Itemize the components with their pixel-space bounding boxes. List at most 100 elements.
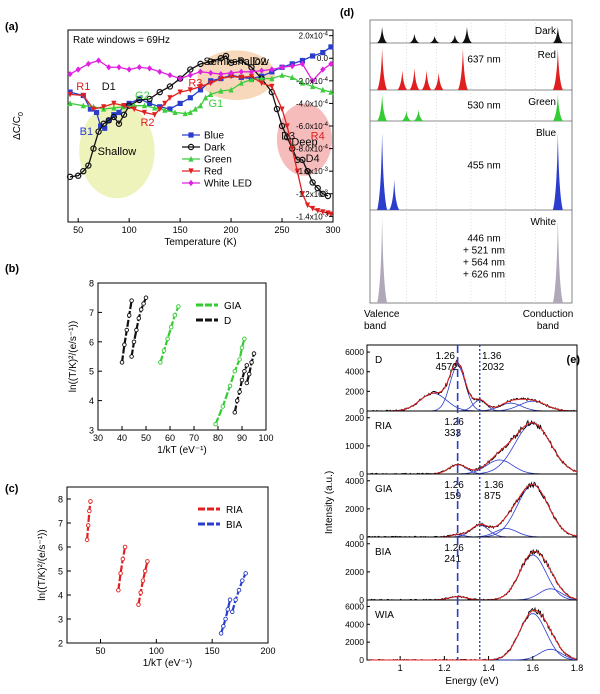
point-1-0-4	[129, 298, 134, 303]
fit-line-1-1	[130, 297, 148, 357]
point-0-0-2	[165, 336, 170, 342]
point-0-30	[328, 44, 334, 50]
subpanel-data-1	[367, 419, 577, 475]
point-1-0	[66, 173, 74, 181]
y-tick-label-0: 2	[58, 639, 63, 649]
point-4-7	[136, 64, 142, 71]
subpanel-1-annotation-0-1: 333	[444, 428, 461, 439]
point-1-10	[120, 111, 128, 118]
point-1-1-5	[141, 301, 146, 306]
point-0-0-4	[172, 313, 178, 318]
point-0-14	[167, 106, 173, 112]
fit-line-0-0	[86, 501, 92, 540]
row-2-peak-2	[413, 109, 424, 121]
y-tick-label-5: 7	[58, 519, 63, 529]
annotation-10: D4	[306, 153, 320, 165]
point-4-20	[269, 66, 275, 73]
point-1-7	[105, 117, 112, 124]
point-2-17	[218, 87, 224, 94]
x-tick-label-2: 150	[173, 225, 188, 235]
annotation-5: B1	[80, 126, 93, 138]
subpanel-4-component-1	[367, 648, 578, 661]
subpanel-0-y-tick-label-0: 0	[359, 406, 364, 416]
subpanel-fit-2	[367, 484, 578, 538]
row-3-peak-0	[377, 132, 388, 210]
x-tick-label-3: 200	[224, 225, 239, 235]
subpanel-3-y-tick-label-1: 2000	[345, 567, 364, 577]
point-0-1-3	[232, 368, 238, 374]
row-name-0: Dark	[535, 26, 557, 37]
point-2-1	[80, 102, 86, 109]
row-4-wavelength-0: 446 nm	[467, 234, 500, 245]
y-tick-label-1: 0.0	[317, 54, 329, 63]
point-3-25	[294, 168, 300, 175]
series-line-1	[69, 55, 329, 197]
annotation-3: R3	[188, 77, 202, 89]
point-4-9	[157, 68, 163, 75]
point-1-1	[74, 172, 82, 179]
point-3-30	[320, 209, 326, 215]
plot-frame	[66, 486, 269, 644]
x-axis-label: Temperature (K)	[164, 237, 236, 248]
legend-label-2: Green	[204, 155, 232, 166]
point-0-0-2	[87, 508, 92, 514]
y-tick-exp-0: -4	[323, 32, 329, 38]
y-tick-label-3: 5	[58, 567, 63, 577]
y-tick-label-4: 7	[89, 308, 94, 318]
x-tick-label-1: 100	[149, 646, 164, 656]
row-0-peak-3	[449, 35, 460, 43]
right-band-label-0: Conduction	[523, 309, 574, 320]
row-4-wavelength-1: + 521 nm	[463, 246, 505, 257]
row-name-4: White	[530, 217, 556, 228]
y-tick-label-4: 6	[58, 543, 63, 553]
left-band-label-0: Valence	[364, 309, 400, 320]
point-3-15	[208, 80, 214, 87]
y-tick-label-6: 8	[58, 495, 63, 505]
subpanel-3-component-2	[367, 588, 578, 601]
point-2-12	[187, 109, 193, 116]
point-3-26	[299, 191, 306, 197]
subpanel-frame-0	[366, 344, 578, 412]
y-tick-label-5: 8	[89, 279, 94, 289]
panel-d: (d) Dark Red 637 nm Green 530 nm Blue 455 nm Whi…	[340, 7, 573, 332]
subpanel-4-y-tick-label-3: 6000	[345, 601, 364, 611]
row-4-peak-right	[552, 217, 563, 303]
subpanel-2-component-1	[367, 524, 577, 538]
point-0-5	[102, 125, 108, 131]
point-3-29	[315, 208, 321, 214]
point-1-1-2	[134, 327, 139, 333]
row-name-2: Green	[528, 97, 556, 108]
y-tick-label-1: 4	[89, 396, 94, 406]
point-4-5	[116, 64, 122, 71]
x-tick-label-5: 300	[325, 225, 340, 235]
y-tick-label-5: -8.0x10-4	[296, 145, 329, 154]
point-1-13	[146, 95, 153, 103]
point-1-0-0	[119, 360, 125, 365]
point-1-1-4	[138, 307, 144, 312]
subpanel-data-4	[366, 606, 577, 661]
legend-label-0: Blue	[204, 131, 224, 142]
y-axis-label: Intensity (a.u.)	[324, 471, 335, 534]
y-tick-label-2: 5	[89, 367, 94, 377]
point-2-18	[228, 86, 234, 93]
subpanel-name-4: WIA	[375, 610, 394, 621]
point-0-15	[177, 100, 183, 107]
row-name-1: Red	[538, 50, 556, 61]
point-2-16	[208, 91, 214, 97]
point-1-3-0	[244, 380, 250, 386]
y-tick-exp-4: -4	[323, 122, 329, 128]
point-2-14	[197, 102, 204, 109]
point-3-4	[111, 100, 117, 107]
point-1-2-3	[239, 377, 245, 383]
row-4-wavelength-2: + 564 nm	[463, 258, 505, 269]
subpanel-4-y-tick-label-1: 2000	[345, 637, 364, 647]
point-0-1-5	[239, 345, 245, 350]
point-2-15	[202, 94, 209, 101]
point-4-25	[320, 66, 326, 73]
row-1-peak-4	[433, 72, 444, 90]
point-0-16	[187, 95, 193, 101]
x-axis-label: 1/kT (eV⁻¹)	[157, 445, 207, 456]
point-0-2-3	[142, 568, 148, 574]
point-0-11	[136, 96, 142, 102]
x-axis-label: Energy (eV)	[445, 676, 498, 687]
